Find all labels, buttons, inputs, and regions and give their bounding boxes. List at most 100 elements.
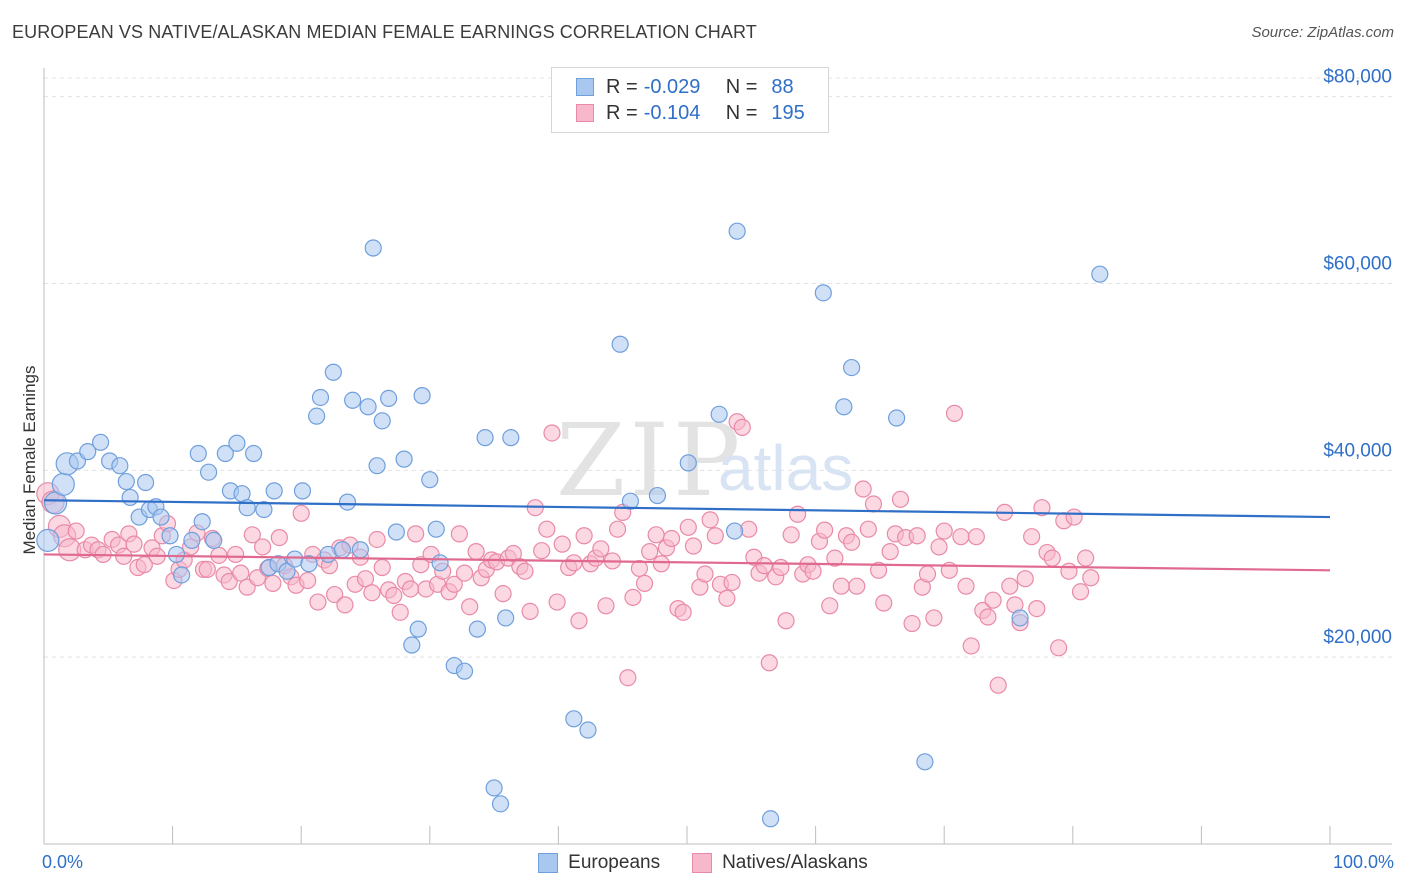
point-natives xyxy=(635,574,654,592)
point-natives xyxy=(918,565,937,583)
legend-r-value: -0.104 xyxy=(643,101,701,124)
trend-line-europeans xyxy=(43,499,1331,519)
point-natives xyxy=(548,593,566,611)
point-europeans xyxy=(373,412,391,430)
point-europeans xyxy=(648,486,667,505)
point-natives xyxy=(1001,577,1019,595)
watermark-atlas: atlas xyxy=(718,432,853,504)
point-europeans xyxy=(761,810,780,828)
point-europeans xyxy=(117,472,135,491)
point-europeans xyxy=(200,463,218,481)
point-natives xyxy=(565,554,583,572)
chart-source: Source: ZipAtlas.com xyxy=(1251,24,1394,41)
y-tick-label: $20,000 xyxy=(1323,627,1392,648)
point-europeans xyxy=(427,520,445,538)
point-europeans xyxy=(403,636,421,654)
point-europeans xyxy=(835,398,853,416)
point-europeans xyxy=(497,609,515,627)
point-europeans xyxy=(265,482,283,500)
series-swatch-europeans xyxy=(538,853,559,873)
point-natives xyxy=(592,540,610,558)
point-europeans xyxy=(245,444,263,463)
point-europeans xyxy=(51,472,75,496)
point-europeans xyxy=(468,620,486,638)
point-natives xyxy=(859,520,877,538)
point-europeans xyxy=(36,528,60,553)
point-natives xyxy=(1060,562,1078,580)
legend-r-label: R = xyxy=(606,75,638,98)
series-legend-natives[interactable]: Natives/Alaskans xyxy=(692,852,868,874)
point-europeans xyxy=(421,471,439,489)
point-europeans xyxy=(121,488,139,507)
point-natives xyxy=(679,518,697,536)
point-natives xyxy=(407,525,425,543)
point-natives xyxy=(854,480,872,498)
point-natives xyxy=(570,612,588,630)
point-europeans xyxy=(152,508,170,526)
correlation-legend: R = -0.029 N = 88 R = -0.104 N = 195 xyxy=(551,67,829,133)
point-natives xyxy=(733,418,751,436)
point-natives xyxy=(401,580,420,598)
y-axis-label: Median Female Earnings xyxy=(20,365,39,555)
point-natives xyxy=(232,564,250,582)
point-natives xyxy=(952,528,970,546)
point-natives xyxy=(701,511,719,529)
legend-r-label: R = xyxy=(606,101,638,124)
point-europeans xyxy=(300,555,318,573)
point-europeans xyxy=(814,284,832,302)
point-natives xyxy=(363,584,381,602)
point-natives xyxy=(652,555,670,573)
point-europeans xyxy=(611,335,629,353)
point-natives xyxy=(903,614,921,633)
point-natives xyxy=(412,556,430,574)
series-legend-europeans[interactable]: Europeans xyxy=(538,852,660,874)
point-natives xyxy=(945,404,964,422)
point-natives xyxy=(930,538,948,556)
point-europeans xyxy=(843,358,861,377)
point-natives xyxy=(326,585,344,604)
point-natives xyxy=(925,609,943,627)
point-natives xyxy=(391,603,409,621)
point-europeans xyxy=(728,222,746,240)
point-natives xyxy=(908,527,926,545)
point-natives xyxy=(760,654,778,672)
point-natives xyxy=(461,598,479,616)
point-europeans xyxy=(413,387,431,405)
point-europeans xyxy=(359,398,377,416)
point-europeans xyxy=(1011,609,1029,627)
point-natives xyxy=(979,608,997,626)
point-natives xyxy=(254,538,272,556)
point-europeans xyxy=(579,721,597,739)
x-tick-label-max: 100.0% xyxy=(1332,852,1394,872)
point-europeans xyxy=(502,429,520,447)
series-swatch-natives xyxy=(692,853,713,873)
point-natives xyxy=(619,669,637,687)
trend-line-natives xyxy=(43,553,1331,572)
series-legend: Europeans Natives/Alaskans xyxy=(0,852,1406,874)
point-europeans xyxy=(364,239,382,257)
point-natives xyxy=(1082,569,1100,587)
point-europeans xyxy=(278,562,296,580)
point-europeans xyxy=(293,482,312,500)
legend-row-europeans: R = -0.029 N = 88 xyxy=(576,74,794,100)
point-europeans xyxy=(395,450,413,468)
chart-title: EUROPEAN VS NATIVE/ALASKAN MEDIAN FEMALE… xyxy=(12,22,757,42)
point-natives xyxy=(1071,583,1090,601)
legend-n-label: N = xyxy=(725,75,758,98)
point-europeans xyxy=(710,405,728,423)
point-natives xyxy=(696,565,714,583)
point-natives xyxy=(243,526,261,544)
point-europeans xyxy=(431,554,449,572)
point-natives xyxy=(543,424,561,442)
point-natives xyxy=(1016,570,1034,588)
point-natives xyxy=(368,530,386,549)
point-natives xyxy=(67,522,85,540)
legend-r-value: -0.029 xyxy=(643,75,701,98)
point-europeans xyxy=(193,513,211,531)
point-natives xyxy=(782,526,800,544)
point-europeans xyxy=(485,779,503,797)
legend-swatch-natives xyxy=(576,104,594,122)
point-natives xyxy=(957,577,975,595)
point-europeans xyxy=(228,434,246,452)
legend-swatch-europeans xyxy=(576,78,594,96)
